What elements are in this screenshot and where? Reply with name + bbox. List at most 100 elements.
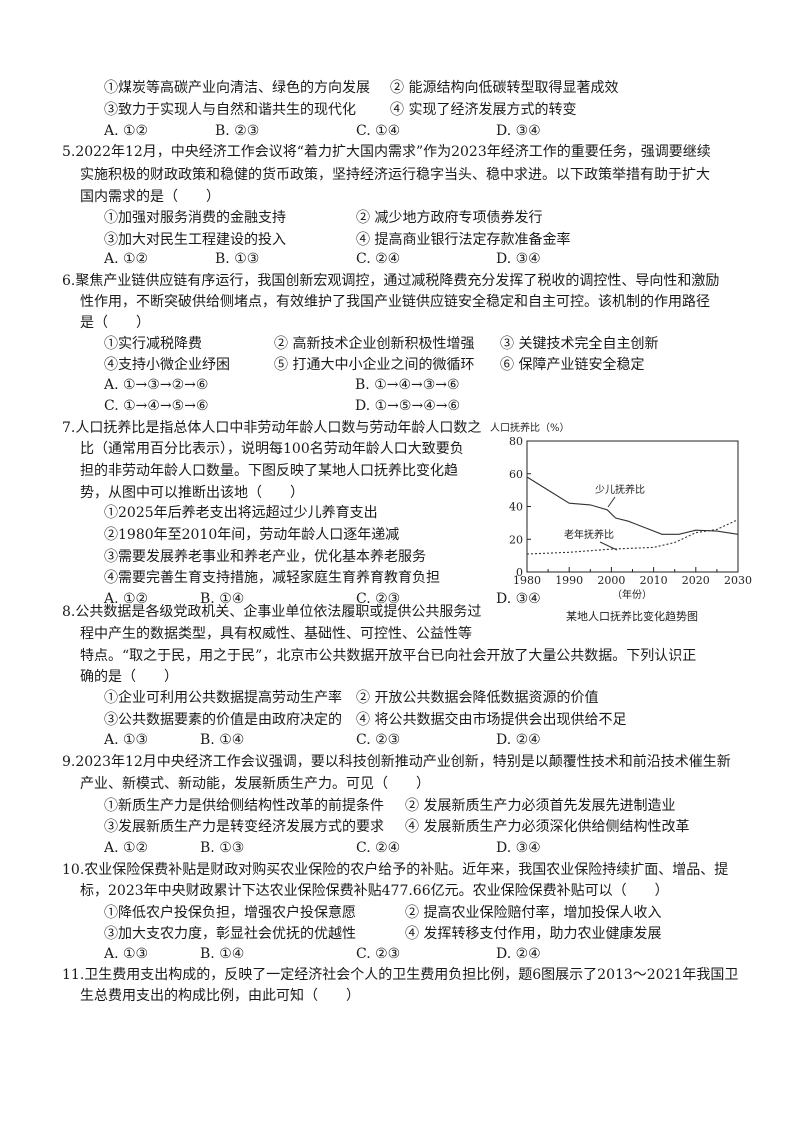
q8-stem-line: 8.公共数据是各级党政机关、企事业单位依法履职或提供公共服务过 — [62, 604, 482, 620]
q11-stem-line: 生总费用支出的构成比例，由此可知（ ） — [80, 988, 360, 1004]
q6-choice-a: A. ①→③→②→⑥ — [104, 377, 209, 393]
q4-option-3: ③致力于实现人与自然和谐共生的现代化 — [104, 102, 356, 118]
plot-frame — [526, 440, 739, 573]
dependency-ratio-chart: 人口抚养比（%） 1980 1990 2000 2010 2020 2030 0 20 40 60… — [490, 421, 752, 623]
x-tick-label: 1990 — [555, 574, 583, 587]
q8-stem-line: 程中产生的数据类型，具有权威性、基础性、可控性、公益性等 — [80, 626, 472, 642]
q9-option-1: ①新质生产力是供给侧结构性改革的前提条件 — [104, 798, 384, 814]
y-tick-label: 0 — [516, 566, 523, 579]
q6-option-4: ④支持小微企业纾困 — [104, 357, 230, 373]
label-arrow — [607, 496, 616, 508]
q8-option-1: ①企业可利用公共数据提高劳动生产率 — [104, 690, 342, 706]
series-line-child — [526, 476, 739, 535]
q4-option-1: ①煤炭等高碳产业向清洁、绿色的方向发展 — [104, 80, 370, 96]
q4-choice-b: B. ②③ — [215, 123, 260, 139]
q5-option-1: ①加强对服务消费的金融支持 — [104, 210, 286, 226]
q6-stem-line: 性作用，不断突破供给侧堵点，有效维护了我国产业链供应链安全稳定和自主可控。该机制… — [80, 294, 710, 310]
q5-choice-a: A. ①② — [104, 251, 149, 267]
q10-choice-d: D. ②④ — [496, 946, 541, 962]
q8-choice-d: D. ②④ — [496, 732, 541, 748]
q6-option-2: ② 高新技术企业创新积极性增强 — [274, 336, 475, 352]
chart-title: 某地人口抚养比变化趋势图 — [566, 609, 698, 623]
q5-option-4: ④ 提高商业银行法定存款准备金率 — [356, 232, 571, 248]
q9-option-2: ② 发展新质生产力必须首先发展先进制造业 — [405, 798, 676, 814]
q10-stem-line: 标，2023年中央财政累计下达农业保险保费补贴477.66亿元。农业保险保费补贴… — [80, 883, 669, 899]
q9-option-3: ③发展新质生产力是转变经济发展方式的要求 — [104, 819, 384, 835]
series-line-elderly — [526, 519, 739, 555]
q10-option-2: ② 提高农业保险赔付率，增加投保人收入 — [405, 905, 662, 921]
q8-choice-b: B. ①④ — [200, 732, 245, 748]
q10-option-3: ③加大支农力度，彰显社会优抚的优越性 — [104, 926, 356, 942]
q5-option-2: ② 减少地方政府专项债券发行 — [356, 210, 543, 226]
q5-choice-b: B. ①③ — [215, 251, 260, 267]
q4-option-2: ② 能源结构向低碳转型取得显著成效 — [390, 80, 619, 96]
q8-option-4: ④ 将公共数据交由市场提供会出现供给不足 — [356, 712, 627, 728]
q9-choice-b: B. ①③ — [200, 840, 245, 856]
q6-choice-d: D. ①→⑤→④→⑥ — [355, 398, 461, 414]
q6-choice-c: C. ①→④→⑤→⑥ — [104, 398, 209, 414]
series-label-child: 少儿抚养比 — [595, 483, 645, 496]
q5-option-3: ③加大对民生工程建设的投入 — [104, 232, 286, 248]
q9-option-4: ④ 发展新质生产力必须深化供给侧结构性改革 — [405, 819, 690, 835]
q8-option-3: ③公共数据要素的价值是由政府决定的 — [104, 712, 342, 728]
q5-choice-c: C. ②④ — [356, 251, 401, 267]
q7-stem-line: 担的非劳动年龄人口数量。下图反映了某地人口抚养比变化趋 — [80, 463, 458, 479]
q6-option-3: ③ 关键技术完全自主创新 — [500, 336, 659, 352]
q4-option-4: ④ 实现了经济发展方式的转变 — [390, 102, 577, 118]
x-tick-label: 2000 — [597, 574, 625, 587]
q7-option-3: ③需要发展养老事业和养老产业，优化基本养老服务 — [104, 549, 426, 565]
q10-choice-c: C. ②③ — [356, 946, 401, 962]
q6-option-1: ①实行减税降费 — [104, 336, 202, 352]
chart-xlabel: （年份） — [612, 588, 652, 601]
q8-option-2: ② 开放公共数据会降低数据资源的价值 — [356, 690, 599, 706]
label-arrow — [599, 541, 618, 551]
q6-stem-line: 6.聚焦产业链供应链有序运行，我国创新宏观调控，通过减税降费充分发挥了税收的调控… — [62, 273, 720, 289]
x-tick-label: 2010 — [640, 574, 668, 587]
series-label-elderly: 老年抚养比 — [564, 528, 614, 541]
q7-stem-line: 势，从图中可以推断出该地（ ） — [80, 485, 304, 501]
q10-stem-line: 10.农业保险保费补贴是财政对购买农业保险的农户给予的补贴。近年来，我国农业保险… — [62, 862, 729, 878]
q4-choice-d: D. ③④ — [496, 123, 541, 139]
q9-choice-a: A. ①② — [104, 840, 149, 856]
q10-choice-b: B. ①④ — [200, 946, 245, 962]
y-tick-label: 20 — [509, 533, 523, 546]
q6-option-6: ⑥ 保障产业链安全稳定 — [500, 357, 645, 373]
q4-choice-c: C. ①④ — [356, 123, 401, 139]
q7-stem-line: 比（通常用百分比表示），说明每100名劳动年龄人口大致要负 — [80, 441, 464, 457]
q6-option-5: ⑤ 打通大中小企业之间的微循环 — [274, 357, 475, 373]
q11-stem-line: 11.卫生费用支出构成的，反映了一定经济社会个人的卫生费用负担比例，题6图展示了… — [62, 967, 739, 983]
q7-choice-b: B. ①④ — [200, 591, 245, 607]
y-tick-label: 80 — [509, 435, 523, 448]
q10-choice-a: A. ①③ — [104, 946, 149, 962]
q8-choice-a: A. ①③ — [104, 732, 149, 748]
q7-choice-a: A. ①② — [104, 591, 149, 607]
q7-choice-d: D. ③④ — [496, 591, 541, 607]
x-tick-label: 1980 — [513, 574, 541, 587]
q9-stem-line: 9.2023年12月中央经济工作会议强调，要以科技创新推动产业创新，特别是以颠覆… — [62, 754, 731, 770]
y-tick-label: 60 — [509, 468, 523, 481]
q5-choice-d: D. ③④ — [496, 251, 541, 267]
q7-option-1: ①2025年后养老支出将远超过少儿养育支出 — [104, 505, 378, 521]
q7-choice-c: C. ②③ — [356, 591, 401, 607]
q8-choice-c: C. ②③ — [356, 732, 401, 748]
y-tick-label: 40 — [509, 501, 523, 514]
q8-stem-line: 确的是（ ） — [80, 669, 178, 685]
q4-choice-a: A. ①② — [104, 123, 149, 139]
q6-stem-line: 是（ ） — [80, 315, 150, 331]
q5-stem-line: 实施积极的财政政策和稳健的货币政策，坚持经济运行稳字当头、稳中求进。以下政策举措… — [80, 167, 710, 183]
q8-stem-line: 特点。“取之于民，用之于民”，北京市公共数据开放平台已向社会开放了大量公共数据。… — [80, 648, 697, 664]
q5-stem-line: 5.2022年12月，中央经济工作会议将“着力扩大国内需求”作为2023年经济工… — [62, 144, 711, 160]
q7-stem-line: 7.人口抚养比是指总体人口中非劳动年龄人口数与劳动年龄人口数之 — [62, 420, 482, 436]
q7-option-2: ②1980年至2010年间，劳动年龄人口逐年递减 — [104, 527, 400, 543]
x-tick-label: 2030 — [724, 574, 752, 587]
q6-choice-b: B. ①→④→③→⑥ — [355, 377, 460, 393]
q9-choice-d: D. ③④ — [496, 840, 541, 856]
q10-option-4: ④ 发挥转移支付作用，助力农业健康发展 — [405, 926, 662, 942]
q7-option-4: ④需要完善生育支持措施，减轻家庭生育养育教育负担 — [104, 570, 440, 586]
q9-stem-line: 产业、新模式、新动能，发展新质生产力。可见（ ） — [80, 776, 430, 792]
x-tick-label: 2020 — [682, 574, 710, 587]
q5-stem-line: 国内需求的是（ ） — [80, 189, 220, 205]
chart-ylabel: 人口抚养比（%） — [490, 421, 570, 434]
q9-choice-c: C. ②④ — [356, 840, 401, 856]
q10-option-1: ①降低农户投保负担，增强农户投保意愿 — [104, 905, 356, 921]
